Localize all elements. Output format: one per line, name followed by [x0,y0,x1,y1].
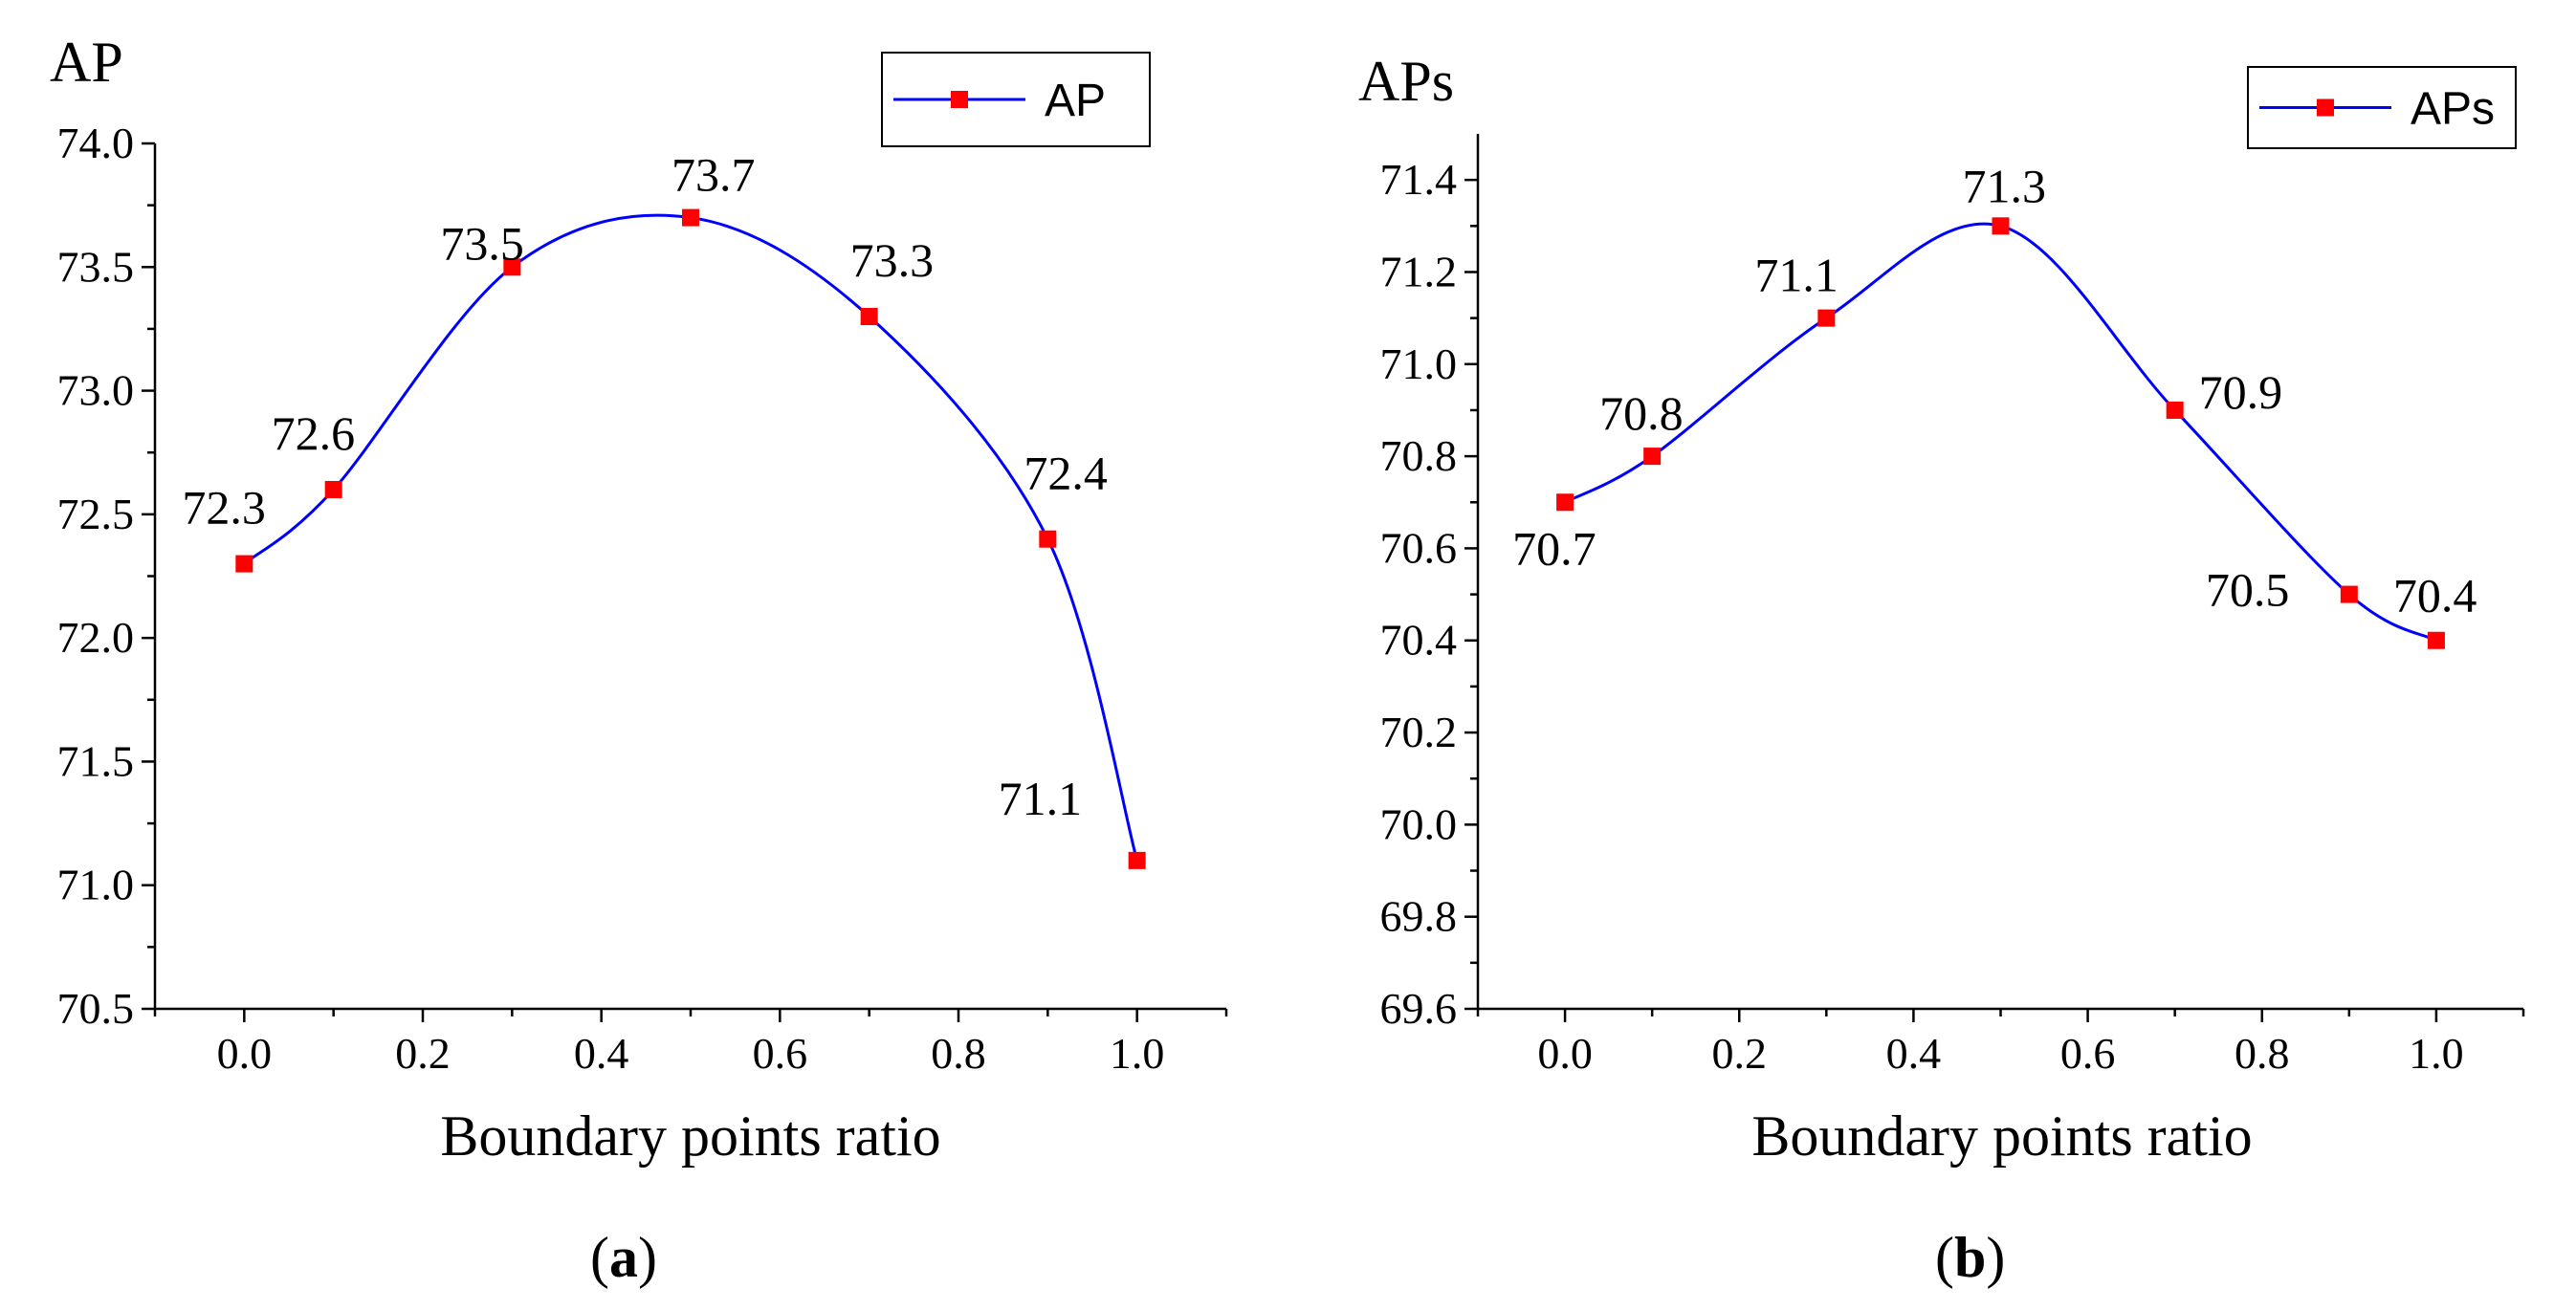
y-axis-title: APs [1358,50,1454,113]
data-point-marker [682,208,699,227]
data-label: 70.8 [1599,386,1684,440]
x-tick-label: 0.2 [395,1029,451,1078]
data-point-marker [503,258,521,276]
caption-close-paren: ) [638,1226,657,1289]
caption-close-paren: ) [1986,1226,2005,1289]
data-point-marker [1128,851,1146,869]
y-tick-label: 73.5 [57,242,135,291]
data-point-marker [1817,309,1836,327]
data-label: 73.5 [440,216,524,270]
data-point-marker [1039,530,1057,548]
caption-open-paren: ( [1935,1226,1954,1289]
data-point-marker [860,308,878,325]
data-label: 73.3 [850,233,935,287]
data-point-marker [1556,493,1574,512]
y-tick-label: 71.0 [57,861,135,909]
y-tick-label: 70.0 [1380,799,1458,848]
data-label: 72.4 [1024,447,1108,500]
y-tick-label: 72.0 [57,613,135,662]
caption-open-paren: ( [590,1226,609,1289]
legend-marker-sample [2317,98,2334,117]
x-tick-label: 0.8 [931,1029,986,1078]
data-point-marker [1643,448,1662,466]
data-label: 70.9 [2199,365,2283,419]
data-label: 72.3 [182,481,265,535]
y-tick-label: 70.5 [57,984,135,1033]
data-label: 71.3 [1963,159,2047,212]
data-label: 71.1 [999,772,1083,825]
legend-marker-sample [951,91,968,108]
series-line [243,213,1139,862]
y-axis-title: AP [50,31,123,94]
caption-letter: b [1954,1226,1986,1289]
x-tick-label: 1.0 [2409,1029,2464,1078]
y-tick-label: 71.5 [57,736,135,785]
caption-letter: a [609,1226,638,1289]
chart-panel-b: 69.6 69.8 70.0 70.2 70.4 70.6 70.8 71.0 71.2 71.4… [1358,50,2525,1289]
data-point-marker [2166,401,2184,419]
y-tick-label: 71.2 [1380,247,1458,295]
data-point-marker [2340,585,2358,603]
legend-label: APs [2411,84,2495,135]
data-label: 72.6 [272,406,356,460]
data-label: 73.7 [672,148,756,202]
data-point-marker [324,481,342,498]
y-tick-label: 72.5 [57,490,135,538]
data-point-marker [1992,217,2010,235]
y-tick-label: 70.8 [1380,431,1458,480]
x-tick-label: 0.0 [1537,1029,1593,1078]
series-line [1564,222,2437,643]
y-tick-label: 69.8 [1380,892,1458,941]
data-point-marker [2427,631,2445,649]
x-tick-label: 0.2 [1712,1029,1768,1078]
y-tick-label: 74.0 [57,119,135,167]
x-axis-title: Boundary points ratio [1751,1104,2252,1168]
x-tick-label: 0.4 [1886,1029,1942,1078]
x-tick-label: 0.8 [2235,1029,2290,1078]
y-tick-label: 73.0 [57,366,135,415]
y-tick-label: 71.4 [1380,155,1458,204]
x-axis-title: Boundary points ratio [440,1104,940,1168]
y-tick-label: 70.2 [1380,708,1458,756]
panel-caption: (b) [1935,1226,2005,1289]
x-tick-label: 0.6 [753,1029,808,1078]
x-tick-label: 0.0 [217,1029,273,1078]
chart-panel-a: 70.5 71.0 71.5 72.0 72.5 73.0 73.5 74.0 0.0 0.2 0.… [50,31,1228,1289]
y-tick-label: 69.6 [1380,984,1458,1033]
legend-label: AP [1045,76,1106,126]
y-tick-label: 71.0 [1380,339,1458,388]
y-tick-label: 70.4 [1380,616,1458,665]
y-tick-label: 70.6 [1380,523,1458,572]
data-label: 70.5 [2206,563,2290,617]
x-tick-label: 0.4 [574,1029,629,1078]
data-label: 70.4 [2393,569,2477,623]
x-tick-label: 1.0 [1110,1029,1165,1078]
x-tick-label: 0.6 [2060,1029,2116,1078]
data-label: 70.7 [1512,521,1596,575]
panel-caption: (a) [590,1226,657,1289]
data-label: 71.1 [1754,249,1838,302]
data-point-marker [235,555,253,573]
